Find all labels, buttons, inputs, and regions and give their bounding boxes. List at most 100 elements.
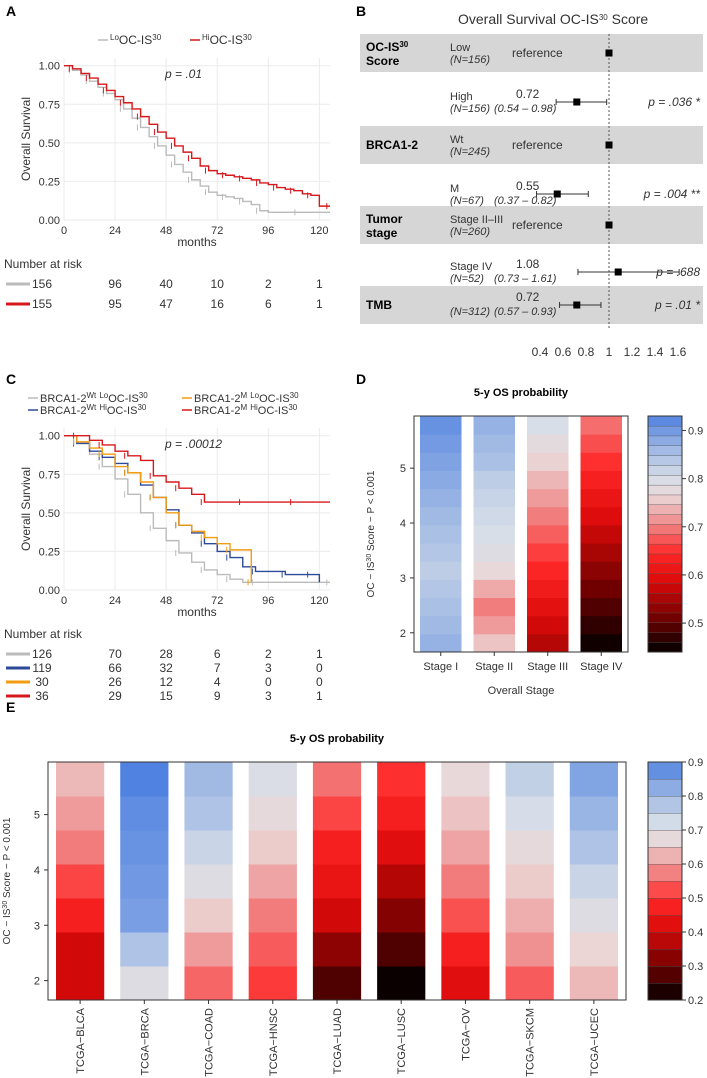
x-tick-label: 0 xyxy=(61,595,67,607)
superscript: 30 xyxy=(366,554,373,562)
heatmap-cell xyxy=(120,864,169,899)
text-run: BRCA1-2 xyxy=(194,405,240,417)
heatmap-cell xyxy=(312,762,362,797)
heatmap-cell xyxy=(527,543,569,562)
colorbar-cell xyxy=(647,533,683,545)
x-tick-label: 120 xyxy=(310,225,328,237)
heatmap-cell xyxy=(580,470,622,490)
colorbar-cell xyxy=(647,982,683,1001)
text-run: Score − P < 0.001 xyxy=(2,817,13,901)
forest-ci: (0.57 – 0.93) xyxy=(494,306,557,318)
heatmap-cell xyxy=(312,898,362,933)
heatmap-cell xyxy=(473,434,515,453)
y-tick-label: 0.25 xyxy=(39,176,60,188)
heatmap-cell xyxy=(184,966,233,1001)
superscript: 30 xyxy=(243,33,252,42)
colorbar-cell xyxy=(647,425,683,437)
forest-level: M xyxy=(450,183,459,195)
y-tick-label: 5 xyxy=(34,810,40,822)
superscript: 30 xyxy=(2,901,9,909)
x-tick-label: 120 xyxy=(310,595,328,607)
colorbar-cell xyxy=(647,464,683,476)
text-run: OC-IS xyxy=(366,40,399,54)
risk-count: 126 xyxy=(32,647,52,661)
forest-point xyxy=(605,221,613,229)
heatmap-cell xyxy=(527,506,569,526)
heatmap-cell xyxy=(248,830,297,865)
colorbar-tick-label: 0.3 xyxy=(688,961,703,973)
panel-letter-d: D xyxy=(356,371,366,387)
heatmap-cell xyxy=(377,966,426,1001)
risk-count: 7 xyxy=(214,661,221,675)
forest-n: (N=52) xyxy=(450,273,484,285)
heatmap-cell xyxy=(441,932,490,967)
risk-count: 40 xyxy=(159,277,173,291)
colorbar-tick-label: 0.9 xyxy=(688,425,703,437)
risk-count: 3 xyxy=(265,689,272,703)
heatmap-cell xyxy=(473,452,515,471)
superscript: 30 xyxy=(288,403,297,412)
superscript: 30 xyxy=(290,391,299,400)
heatmap-cell xyxy=(56,830,105,865)
heatmap-cell xyxy=(473,615,515,635)
forest-row-shade xyxy=(360,126,703,164)
superscript: Lo xyxy=(250,391,259,400)
y-tick-label: 4 xyxy=(400,518,406,530)
forest-level: Wt xyxy=(450,134,463,146)
forest-x-tick: 0.4 xyxy=(532,345,549,359)
text-run: Overall Survival OC-IS xyxy=(458,11,599,27)
heatmap-cell xyxy=(120,796,169,831)
y-tick-label: 2 xyxy=(34,976,40,988)
text-run: BRCA1-2 xyxy=(194,393,240,405)
heatmap-cell xyxy=(527,524,569,544)
heatmap-cell xyxy=(527,488,569,508)
heatmap-cell xyxy=(184,898,233,933)
y-tick-label: 3 xyxy=(400,573,406,585)
heatmap-cell xyxy=(473,524,515,544)
heatmap-cell xyxy=(473,488,515,508)
heatmap-cell xyxy=(420,543,462,562)
forest-ci: (0.37 – 0.82) xyxy=(494,195,557,207)
heatmap-cell xyxy=(527,470,569,490)
risk-count: 0 xyxy=(316,661,323,675)
superscript: Lo xyxy=(99,391,108,400)
heatmap-cell xyxy=(184,932,233,967)
heatmap-cell xyxy=(420,597,462,617)
heatmap-cell xyxy=(420,524,462,544)
y-tick-label: 5 xyxy=(400,463,406,475)
heatmap-cell xyxy=(569,864,618,899)
y-tick-label: 0.50 xyxy=(39,508,60,520)
text-run: Score xyxy=(608,11,649,27)
x-tick-label: TCGA−SKCM xyxy=(525,1008,537,1077)
forest-x-tick: 1.2 xyxy=(624,345,641,359)
forest-level: Low xyxy=(450,42,470,54)
heatmap-cell xyxy=(473,579,515,599)
text-run: OC-IS xyxy=(258,405,289,417)
risk-count: 0 xyxy=(316,675,323,689)
heatmap-cell xyxy=(420,579,462,599)
superscript: Hi xyxy=(99,403,107,412)
heatmap-cell xyxy=(312,796,362,831)
risk-count: 3 xyxy=(265,661,272,675)
risk-count: 29 xyxy=(108,689,122,703)
superscript: Wt xyxy=(86,391,97,400)
risk-count: 28 xyxy=(159,647,173,661)
text-run: OC-IS xyxy=(107,405,138,417)
forest-row-shade xyxy=(360,286,703,324)
forest-group-label: BRCA1-2 xyxy=(366,138,418,152)
heatmap-cell xyxy=(248,864,297,899)
heatmap-cell xyxy=(473,416,515,435)
forest-ci: (0.73 – 1.61) xyxy=(494,273,557,285)
superscript: 30 xyxy=(139,391,148,400)
x-tick-label: TCGA−BLCA xyxy=(75,1007,87,1073)
heatmap-cell xyxy=(441,864,490,899)
heatmap-cell xyxy=(473,506,515,526)
forest-pvalue: p = .688 xyxy=(655,265,700,279)
panel-letter-c: C xyxy=(6,371,16,387)
forest-level: Stage II–III xyxy=(450,214,503,226)
risk-count: 10 xyxy=(211,277,225,291)
risk-count: 32 xyxy=(159,661,173,675)
heatmap-cell xyxy=(505,830,554,865)
text-run: OC-IS xyxy=(108,393,139,405)
heatmap-cell xyxy=(420,470,462,490)
